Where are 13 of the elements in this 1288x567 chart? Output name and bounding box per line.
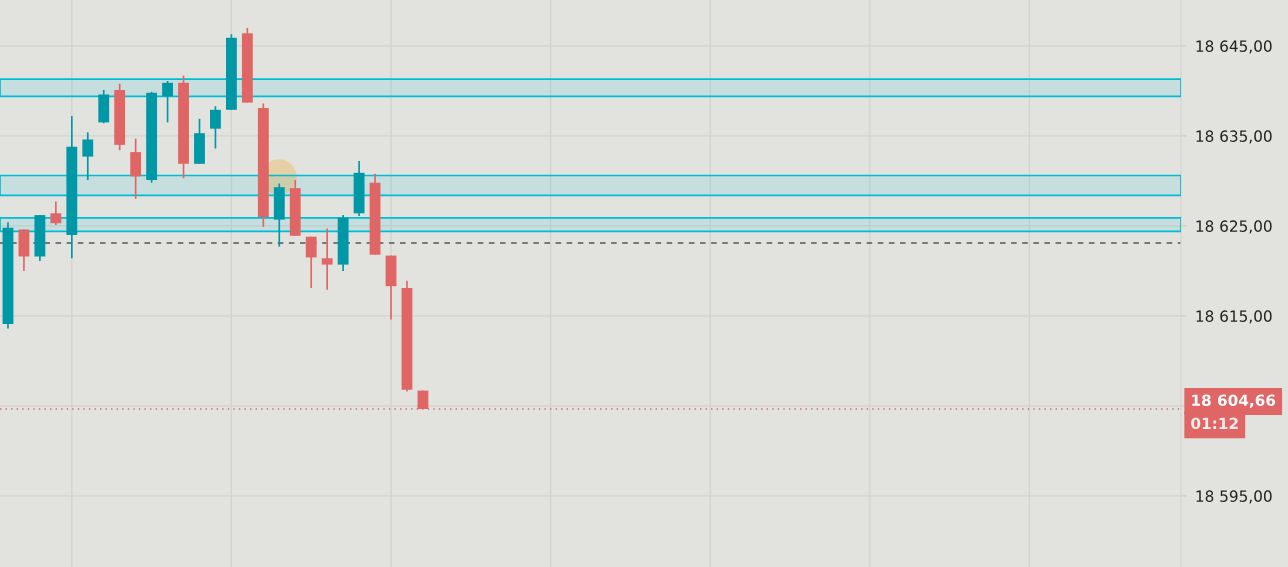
candlestick [210, 105, 221, 150]
y-tick-label: 18 645,00 [1196, 40, 1272, 54]
candlestick [162, 80, 173, 124]
candlestick [305, 235, 317, 289]
candlestick [321, 227, 333, 291]
ref-line-label: 18 604,66 [1192, 394, 1276, 408]
candlestick [50, 200, 62, 226]
y-tick-label: 18 595,00 [1196, 490, 1272, 504]
candlestick [82, 131, 94, 181]
y-tick-label: 18 635,00 [1196, 130, 1272, 144]
y-tick-label: 18 625,00 [1196, 220, 1272, 234]
text: 01:12 [1191, 417, 1238, 430]
y-tick-label: 18 615,00 [1196, 310, 1272, 324]
